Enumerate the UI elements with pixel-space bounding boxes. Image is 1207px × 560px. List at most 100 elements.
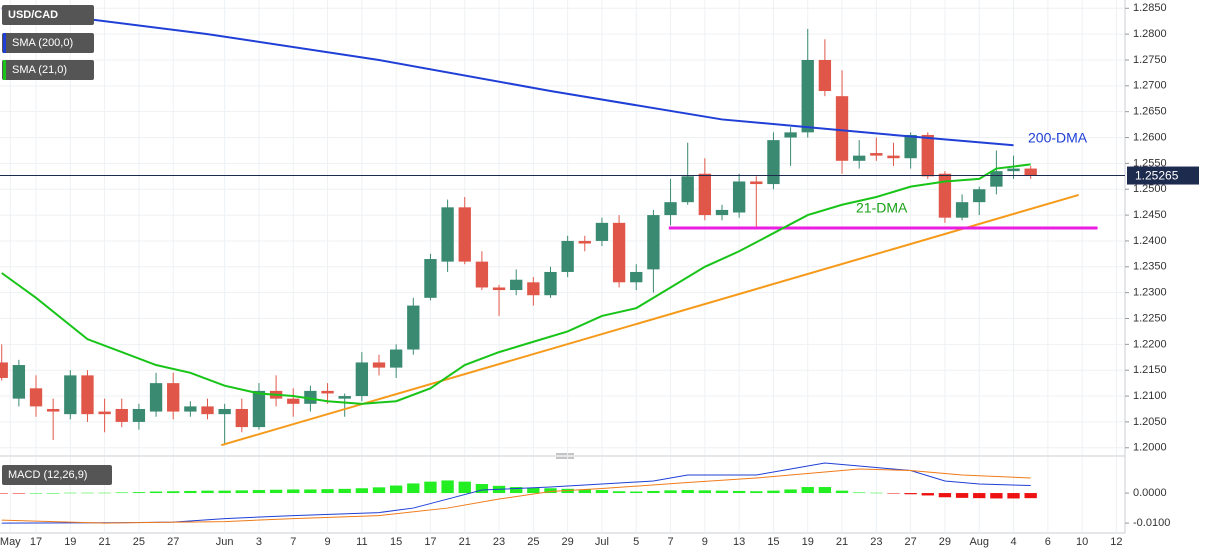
candle-body bbox=[407, 305, 420, 350]
candle-body bbox=[81, 375, 94, 415]
histogram-bar bbox=[201, 490, 214, 494]
histogram-bar bbox=[115, 492, 128, 494]
histogram-bar bbox=[46, 493, 60, 494]
candle-body bbox=[835, 96, 849, 161]
histogram-bar bbox=[647, 490, 660, 494]
chart-title: USD/CAD bbox=[8, 9, 58, 21]
x-tick-label: 25 bbox=[133, 536, 145, 548]
histogram-bar bbox=[12, 493, 26, 494]
last-price-label: 1.25265 bbox=[1135, 169, 1179, 183]
candle-body bbox=[784, 132, 797, 138]
macd-line bbox=[1, 462, 1031, 524]
x-tick-label: 12 bbox=[1110, 536, 1122, 548]
candle-body bbox=[544, 271, 557, 296]
y-tick-label: 1.2750 bbox=[1133, 54, 1167, 66]
histogram-bar bbox=[475, 484, 489, 494]
x-tick-label: 5 bbox=[633, 536, 639, 548]
candle-body bbox=[818, 59, 832, 91]
histogram-bar bbox=[372, 487, 386, 494]
x-tick-label: 25 bbox=[527, 536, 539, 548]
legend-box bbox=[2, 60, 94, 80]
histogram-bar bbox=[938, 493, 952, 498]
candle-body bbox=[767, 140, 780, 185]
candle-body bbox=[287, 398, 300, 404]
candle-body bbox=[510, 279, 523, 291]
candle-body bbox=[424, 259, 437, 298]
y-tick-label: 1.2700 bbox=[1133, 80, 1167, 92]
x-tick-label: 4 bbox=[1010, 536, 1016, 548]
x-tick-label: May bbox=[0, 536, 21, 548]
candle-body bbox=[441, 207, 454, 262]
candle-body bbox=[167, 383, 180, 412]
candle-body bbox=[578, 240, 591, 244]
candle-body bbox=[561, 240, 574, 272]
histogram-bar bbox=[269, 489, 283, 494]
y-tick-label: 1.2450 bbox=[1133, 209, 1167, 221]
candle-body bbox=[904, 134, 917, 159]
legend-swatch bbox=[3, 33, 6, 53]
histogram-bar bbox=[355, 488, 369, 494]
histogram-bar bbox=[664, 490, 677, 494]
histogram-bar bbox=[1007, 493, 1020, 499]
histogram-bar bbox=[887, 493, 900, 494]
histogram-bar bbox=[458, 481, 471, 494]
histogram-bar bbox=[424, 481, 437, 494]
x-tick-label: Aug bbox=[969, 536, 989, 548]
candle-body bbox=[595, 222, 609, 241]
y-tick-label: 1.2350 bbox=[1133, 261, 1167, 273]
histogram-bar bbox=[544, 488, 557, 494]
candle-body bbox=[372, 362, 386, 368]
y-tick-label: 0.0000 bbox=[1133, 487, 1167, 499]
x-tick-label: Jul bbox=[595, 536, 609, 548]
histogram-bar bbox=[0, 493, 8, 494]
histogram-bar bbox=[835, 490, 849, 494]
histogram-bar bbox=[990, 493, 1003, 499]
candle-body bbox=[938, 173, 952, 218]
x-tick-label: 7 bbox=[667, 536, 673, 548]
histogram-bar bbox=[510, 487, 523, 494]
histogram-bar bbox=[441, 480, 454, 494]
histogram-bar bbox=[732, 490, 746, 494]
annotation: 200-DMA bbox=[1028, 130, 1088, 146]
histogram-bar bbox=[870, 492, 883, 494]
legend-label: SMA (200,0) bbox=[12, 37, 73, 49]
x-tick-label: 11 bbox=[356, 536, 367, 548]
candle-body bbox=[64, 375, 77, 415]
candle-body bbox=[0, 362, 8, 378]
x-tick-label: 29 bbox=[939, 536, 951, 548]
histogram-bar bbox=[389, 485, 403, 494]
histogram-bar bbox=[81, 492, 94, 494]
candle-body bbox=[115, 408, 128, 422]
candle-body bbox=[338, 396, 351, 399]
x-tick-label: 9 bbox=[324, 536, 330, 548]
histogram-bar bbox=[321, 489, 334, 494]
candle-body bbox=[235, 408, 248, 428]
candle-body bbox=[887, 155, 900, 159]
candle-body bbox=[29, 388, 43, 407]
y-tick-label: 1.2800 bbox=[1133, 28, 1167, 40]
y-tick-label: 1.2500 bbox=[1133, 183, 1167, 195]
legend-box bbox=[2, 33, 94, 53]
histogram-bar bbox=[149, 491, 163, 494]
histogram-bar bbox=[595, 490, 609, 494]
histogram-bar bbox=[218, 490, 231, 494]
x-tick-label: 17 bbox=[30, 536, 42, 548]
candle-body bbox=[458, 207, 471, 262]
y-tick-label: 1.2000 bbox=[1133, 442, 1167, 454]
histogram-bar bbox=[1024, 493, 1037, 499]
histogram-bar bbox=[801, 487, 814, 494]
candle-body bbox=[46, 408, 60, 412]
histogram-bar bbox=[235, 490, 248, 494]
candle-body bbox=[801, 59, 814, 133]
x-tick-label: 10 bbox=[1076, 536, 1088, 548]
legend-box bbox=[2, 465, 112, 485]
histogram-bar bbox=[750, 491, 763, 494]
candle-body bbox=[955, 202, 969, 218]
x-tick-label: 15 bbox=[767, 536, 779, 548]
x-tick-label: 19 bbox=[64, 536, 76, 548]
y-tick-label: 1.2050 bbox=[1133, 416, 1167, 428]
candle-body bbox=[218, 408, 231, 415]
candle-body bbox=[527, 282, 540, 296]
candle-body bbox=[681, 176, 694, 203]
